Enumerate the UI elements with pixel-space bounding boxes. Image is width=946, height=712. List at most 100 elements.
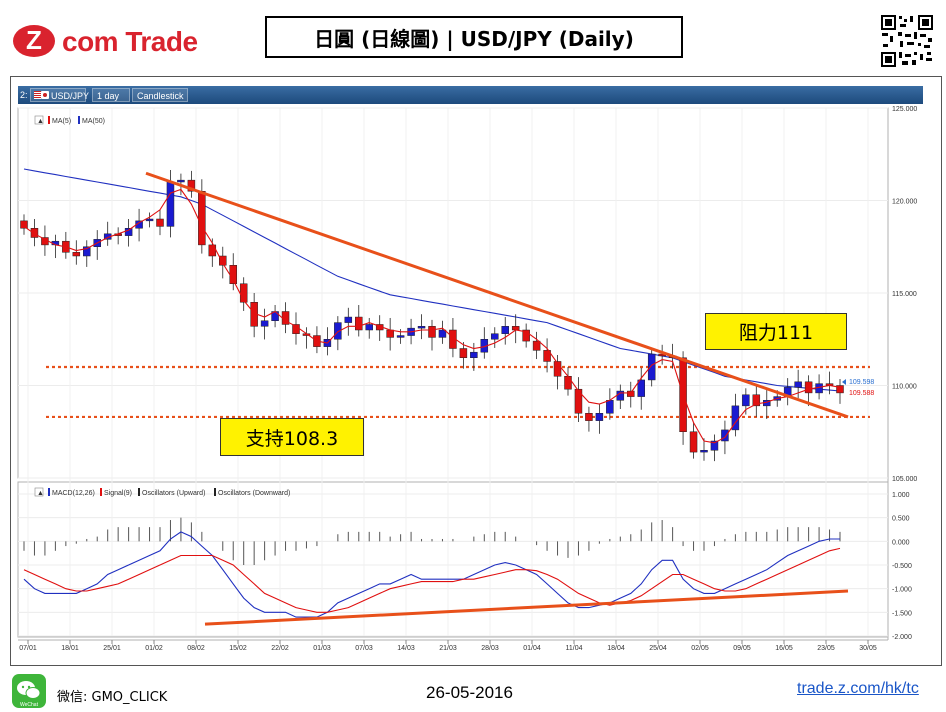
macd-tick-labels: 1.000 0.500 0.000 -0.500 -1.000 -1.500 -2.000 bbox=[892, 492, 912, 641]
website-link[interactable]: trade.z.com/hk/tc bbox=[797, 680, 919, 697]
signal-line bbox=[23, 547, 841, 613]
candle-body bbox=[491, 333, 499, 340]
macd-line bbox=[23, 531, 840, 618]
legend-signal: Signal(9) bbox=[104, 490, 132, 497]
date-tick-label: 01/04 bbox=[523, 645, 541, 652]
candle-body bbox=[219, 255, 227, 266]
chart-style-button[interactable]: Candlestick bbox=[132, 88, 188, 102]
candle-body bbox=[553, 361, 562, 377]
date-tick-label: 22/02 bbox=[271, 645, 289, 652]
date-tick-label: 23/05 bbox=[817, 645, 835, 652]
logo-text: com Trade bbox=[62, 26, 198, 57]
candle-body bbox=[187, 179, 196, 192]
price-tick-label: 115.000 bbox=[892, 291, 917, 298]
date-tick-label: 18/01 bbox=[61, 645, 79, 652]
svg-text:▲: ▲ bbox=[37, 490, 44, 497]
candle-body bbox=[156, 218, 164, 227]
descending-trendline bbox=[145, 171, 849, 419]
candle-body bbox=[689, 431, 698, 453]
last-price-blue: 109.598 bbox=[849, 379, 874, 386]
ma50-layer bbox=[23, 168, 841, 392]
last-price-red: 109.588 bbox=[849, 390, 874, 397]
symbol-label: USD/JPY bbox=[51, 91, 90, 101]
macd-tick-label: -0.500 bbox=[892, 563, 912, 570]
candle-body bbox=[396, 335, 405, 338]
date-tick-label: 21/03 bbox=[439, 645, 457, 652]
candle-body bbox=[595, 413, 604, 421]
macd-tick-label: -1.500 bbox=[892, 610, 912, 617]
candle-body bbox=[522, 329, 530, 342]
price-tick-label: 105.000 bbox=[892, 476, 917, 483]
macd-lines bbox=[23, 531, 849, 626]
timeframe-button[interactable]: 1 day bbox=[92, 88, 130, 102]
candle-body bbox=[355, 316, 363, 331]
candle-body bbox=[438, 329, 447, 338]
candle-body bbox=[428, 326, 436, 338]
price-tick-label: 110.000 bbox=[892, 384, 917, 391]
candle-body bbox=[501, 326, 509, 334]
date-tick-label: 16/05 bbox=[775, 645, 793, 652]
date-tick-label: 07/01 bbox=[19, 645, 37, 652]
page-title: 日圓 (日線圖) | USD/JPY (Daily) bbox=[265, 16, 683, 58]
candle-body bbox=[627, 390, 635, 397]
report-date: 26-05-2016 bbox=[426, 683, 513, 702]
date-tick-label: 01/02 bbox=[145, 645, 163, 652]
candle-body bbox=[721, 429, 729, 442]
date-tick-label: 02/05 bbox=[691, 645, 709, 652]
date-tick-label: 14/03 bbox=[397, 645, 415, 652]
candle-body bbox=[836, 385, 844, 394]
macd-legend: ▲ MACD(12,26) Signal(9) Oscillators (Upw… bbox=[34, 487, 290, 497]
candle-body bbox=[344, 316, 353, 323]
date-tick-label: 30/05 bbox=[859, 645, 877, 652]
ma5-line bbox=[23, 188, 841, 444]
date-tick-labels: 07/01 18/01 25/01 01/02 08/02 15/02 22/02 01/03… bbox=[19, 645, 877, 652]
candle-body bbox=[794, 381, 802, 388]
date-tick-label: 07/03 bbox=[355, 645, 373, 652]
candle-body bbox=[606, 400, 614, 414]
qr-code-icon bbox=[880, 14, 934, 68]
candle-body bbox=[574, 388, 583, 414]
ma50-line bbox=[23, 168, 841, 392]
candle-body bbox=[417, 326, 426, 329]
trendline-layer bbox=[145, 171, 849, 419]
macd-plot-area bbox=[17, 481, 889, 638]
candle-body bbox=[543, 350, 551, 362]
price-tick-label: 120.000 bbox=[892, 199, 917, 206]
candle-body bbox=[198, 191, 206, 246]
candle-body bbox=[459, 348, 468, 358]
legend-ma50: MA(50) bbox=[82, 118, 105, 125]
macd-tick-label: 0.000 bbox=[892, 539, 910, 546]
price-tick-label: 125.000 bbox=[892, 106, 917, 113]
z-logo-icon: Z bbox=[13, 25, 55, 57]
candle-body bbox=[145, 218, 154, 222]
candle-body bbox=[166, 181, 175, 227]
date-tick-label: 25/04 bbox=[649, 645, 667, 652]
chart-toolbar: 2: USD/JPY 1 day Candlestick bbox=[18, 86, 923, 104]
price-legend: ▲ MA(5) MA(50) bbox=[34, 115, 105, 125]
date-tick-label: 11/04 bbox=[566, 645, 583, 652]
legend-macd: MACD(12,26) bbox=[52, 490, 95, 497]
candle-body bbox=[647, 353, 656, 381]
legend-osc-up: Oscillators (Upward) bbox=[142, 490, 205, 497]
candle-body bbox=[386, 329, 394, 338]
candle-body bbox=[585, 413, 593, 421]
candle-body bbox=[208, 244, 217, 257]
last-price-labels: 109.598 109.588 bbox=[842, 379, 874, 397]
candle-body bbox=[365, 324, 373, 331]
svg-text:▲: ▲ bbox=[37, 118, 44, 125]
candle-body bbox=[83, 246, 91, 257]
candle-body bbox=[742, 394, 750, 407]
date-tick-label: 08/02 bbox=[187, 645, 205, 652]
candle-body bbox=[177, 179, 185, 183]
date-tick-label: 18/04 bbox=[607, 645, 625, 652]
ma5-layer bbox=[23, 188, 841, 444]
legend-ma5: MA(5) bbox=[52, 118, 71, 125]
date-tick-label: 28/03 bbox=[481, 645, 499, 652]
candle-body bbox=[72, 252, 81, 257]
symbol-tab[interactable]: USD/JPY bbox=[30, 88, 90, 102]
wechat-id: 微信: GMO_CLICK bbox=[57, 690, 168, 705]
candle-body bbox=[260, 320, 269, 327]
wechat-icon-label: WeChat bbox=[20, 702, 39, 708]
price-tick-labels: 125.000 120.000 115.000 110.000 105.000 bbox=[892, 106, 917, 483]
